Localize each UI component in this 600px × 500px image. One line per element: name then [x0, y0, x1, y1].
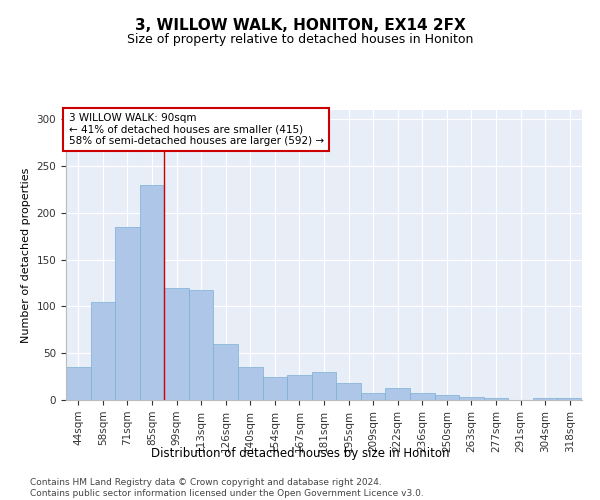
Text: Distribution of detached houses by size in Honiton: Distribution of detached houses by size … [151, 448, 449, 460]
Bar [557, 398, 582, 400]
Text: Size of property relative to detached houses in Honiton: Size of property relative to detached ho… [127, 32, 473, 46]
Bar [189, 290, 214, 400]
Bar [312, 372, 336, 400]
Bar [434, 396, 459, 400]
Bar [164, 288, 189, 400]
Text: 3 WILLOW WALK: 90sqm
← 41% of detached houses are smaller (415)
58% of semi-deta: 3 WILLOW WALK: 90sqm ← 41% of detached h… [68, 113, 324, 146]
Bar [410, 392, 434, 400]
Y-axis label: Number of detached properties: Number of detached properties [21, 168, 31, 342]
Bar [214, 344, 238, 400]
Bar [385, 388, 410, 400]
Bar [361, 394, 385, 400]
Bar [140, 185, 164, 400]
Bar [238, 368, 263, 400]
Bar [66, 368, 91, 400]
Bar [263, 376, 287, 400]
Bar [533, 398, 557, 400]
Bar [115, 227, 140, 400]
Text: 3, WILLOW WALK, HONITON, EX14 2FX: 3, WILLOW WALK, HONITON, EX14 2FX [134, 18, 466, 32]
Bar [484, 398, 508, 400]
Bar [287, 374, 312, 400]
Text: Contains HM Land Registry data © Crown copyright and database right 2024.
Contai: Contains HM Land Registry data © Crown c… [30, 478, 424, 498]
Bar [91, 302, 115, 400]
Bar [459, 397, 484, 400]
Bar [336, 383, 361, 400]
